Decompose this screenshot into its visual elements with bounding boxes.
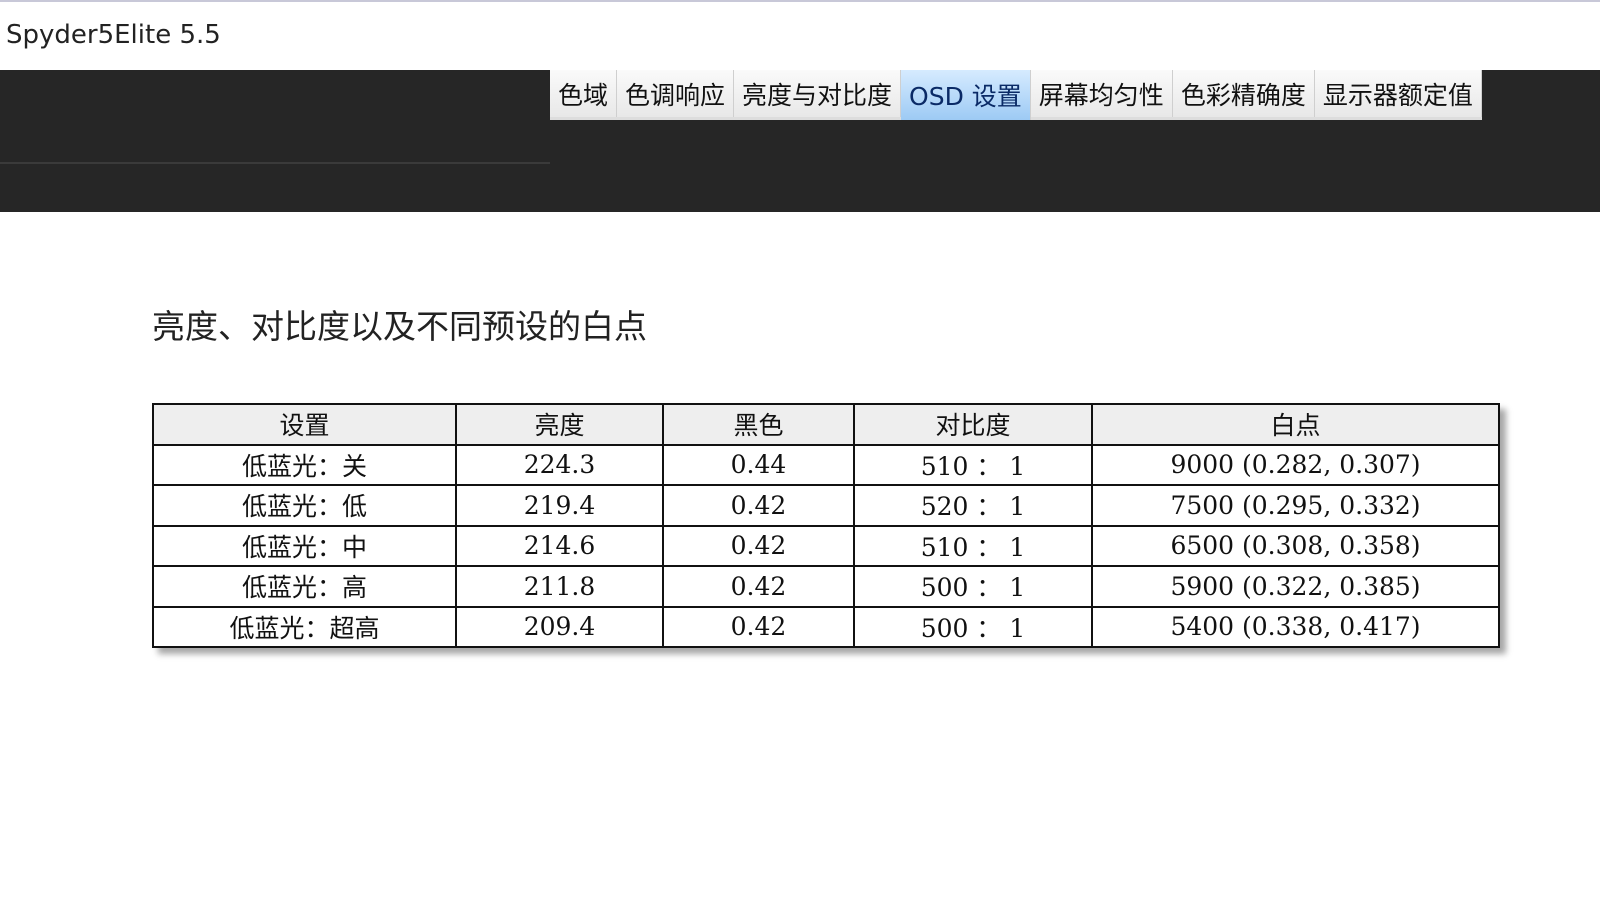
cell-white-point: 5400 (0.338, 0.417) bbox=[1091, 605, 1500, 648]
cell-setting: 低蓝光：超高 bbox=[152, 605, 457, 648]
tab-gamut[interactable]: 色域 bbox=[550, 70, 618, 117]
cell-contrast: 510 ： 1 bbox=[853, 524, 1093, 567]
app-title: Spyder5Elite 5.5 bbox=[6, 20, 221, 50]
tab-color-accuracy[interactable]: 色彩精确度 bbox=[1172, 70, 1315, 117]
table-row: 低蓝光：低 219.4 0.42 520 ： 1 7500 (0.295, 0.332) bbox=[152, 484, 1500, 527]
cell-white-point: 7500 (0.295, 0.332) bbox=[1091, 484, 1500, 527]
cell-setting: 低蓝光：低 bbox=[152, 484, 457, 527]
cell-brightness: 209.4 bbox=[455, 605, 664, 648]
cell-contrast: 510 ： 1 bbox=[853, 443, 1093, 486]
cell-setting: 低蓝光：中 bbox=[152, 524, 457, 567]
table-row: 低蓝光：关 224.3 0.44 510 ： 1 9000 (0.282, 0.307) bbox=[152, 443, 1500, 486]
header-setting: 设置 bbox=[152, 403, 457, 446]
page-heading: 亮度、对比度以及不同预设的白点 bbox=[152, 307, 647, 346]
cell-brightness: 211.8 bbox=[455, 565, 664, 608]
table-row: 低蓝光：中 214.6 0.42 510 ： 1 6500 (0.308, 0.358) bbox=[152, 524, 1500, 567]
tab-display-rating[interactable]: 显示器额定值 bbox=[1314, 70, 1482, 117]
cell-white-point: 5900 (0.322, 0.385) bbox=[1091, 565, 1500, 608]
cell-setting: 低蓝光：关 bbox=[152, 443, 457, 486]
tab-brightness-contrast[interactable]: 亮度与对比度 bbox=[734, 70, 902, 117]
header-black: 黑色 bbox=[662, 403, 855, 446]
tab-screen-uniformity[interactable]: 屏幕均匀性 bbox=[1030, 70, 1173, 117]
cell-contrast: 520 ： 1 bbox=[853, 484, 1093, 527]
table-row: 低蓝光：高 211.8 0.42 500 ： 1 5900 (0.322, 0.385) bbox=[152, 565, 1500, 608]
cell-black: 0.44 bbox=[662, 443, 855, 486]
tab-bar: 色域 色调响应 亮度与对比度 OSD 设置 屏幕均匀性 色彩精确度 显示器额定值 bbox=[550, 70, 1482, 120]
tab-tone-response[interactable]: 色调响应 bbox=[617, 70, 735, 117]
title-bar: Spyder5Elite 5.5 bbox=[0, 0, 1600, 70]
header-white-point: 白点 bbox=[1091, 403, 1500, 446]
cell-brightness: 214.6 bbox=[455, 524, 664, 567]
cell-black: 0.42 bbox=[662, 524, 855, 567]
cell-brightness: 219.4 bbox=[455, 484, 664, 527]
cell-white-point: 9000 (0.282, 0.307) bbox=[1091, 443, 1500, 486]
cell-contrast: 500 ： 1 bbox=[853, 605, 1093, 648]
table-row: 低蓝光：超高 209.4 0.42 500 ： 1 5400 (0.338, 0.417… bbox=[152, 605, 1500, 648]
header-contrast: 对比度 bbox=[853, 403, 1093, 446]
results-table: 设置 亮度 黑色 对比度 白点 低蓝光：关 224.3 0.44 510 ： 1 900… bbox=[152, 403, 1500, 648]
cell-black: 0.42 bbox=[662, 484, 855, 527]
cell-brightness: 224.3 bbox=[455, 443, 664, 486]
header-brightness: 亮度 bbox=[455, 403, 664, 446]
cell-contrast: 500 ： 1 bbox=[853, 565, 1093, 608]
divider bbox=[0, 162, 550, 164]
cell-setting: 低蓝光：高 bbox=[152, 565, 457, 608]
cell-black: 0.42 bbox=[662, 605, 855, 648]
table-header-row: 设置 亮度 黑色 对比度 白点 bbox=[152, 403, 1500, 446]
tab-osd-settings[interactable]: OSD 设置 bbox=[901, 70, 1031, 120]
cell-white-point: 6500 (0.308, 0.358) bbox=[1091, 524, 1500, 567]
cell-black: 0.42 bbox=[662, 565, 855, 608]
